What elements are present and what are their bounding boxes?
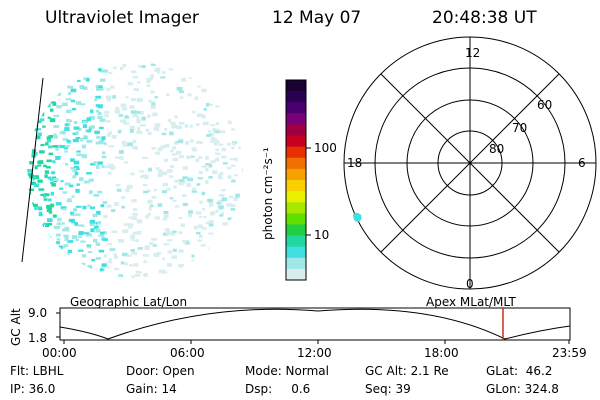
colorbar-swatch [286, 113, 306, 125]
colorbar [286, 80, 306, 281]
status-glat: GLat: 46.2 [486, 364, 553, 378]
colorbar-swatch [286, 224, 306, 237]
colorbar-swatch [286, 135, 306, 148]
status-mode: Mode: Normal [245, 364, 329, 378]
polar-dial [343, 36, 597, 290]
polar-label-6: 6 [578, 156, 586, 170]
colorbar-tick-100: 100 [314, 141, 337, 155]
colorbar-swatch [286, 191, 306, 203]
plot-right-label: Apex MLat/MLT [426, 295, 516, 309]
status-glon: GLon: 324.8 [486, 382, 559, 396]
colorbar-swatch [286, 146, 306, 159]
colorbar-unit-label: photon cm⁻²s⁻¹ [261, 147, 275, 240]
status-ip: IP: 36.0 [10, 382, 56, 396]
plot-y-tick-9: 9.0 [28, 306, 48, 320]
colorbar-swatch [286, 124, 306, 137]
status-gain: Gain: 14 [126, 382, 177, 396]
status-dsp: Dsp: 0.6 [245, 382, 311, 396]
x-tick-1800: 18:00 [424, 346, 459, 360]
polar-lat-70: 70 [512, 121, 528, 135]
x-tick-1200: 12:00 [297, 346, 332, 360]
colorbar-swatch [286, 91, 306, 103]
colorbar-swatch [286, 257, 306, 270]
colorbar-tick-10: 10 [314, 228, 330, 242]
plot-y-tick-1-8: 1.8 [28, 331, 48, 345]
status-seq: Seq: 39 [365, 382, 411, 396]
time-label: 20:48:38 UT [432, 8, 537, 28]
date-label: 12 May 07 [272, 8, 362, 28]
polar-spot [353, 212, 362, 222]
polar-lat-60: 60 [537, 98, 553, 112]
status-flt: Flt: LBHL [10, 364, 64, 378]
colorbar-swatch [286, 235, 306, 248]
colorbar-swatch [286, 102, 306, 114]
polar-label-18: 18 [347, 156, 363, 170]
polar-label-0: 0 [466, 277, 474, 291]
x-tick-0600: 06:00 [170, 346, 205, 360]
terminator-line [21, 77, 44, 263]
colorbar-swatch [286, 157, 306, 170]
x-tick-2359: 23:59 [552, 346, 587, 360]
polar-label-12: 12 [465, 46, 481, 60]
plot-y-title: GC Alt [9, 308, 23, 346]
colorbar-swatch [286, 213, 306, 225]
colorbar-swatch [286, 202, 306, 214]
plot-left-label: Geographic Lat/Lon [70, 295, 188, 309]
status-gcalt: GC Alt: 2.1 Re [365, 364, 449, 378]
status-door: Door: Open [126, 364, 195, 378]
uv-image [21, 62, 243, 278]
x-tick-0000: 00:00 [42, 346, 77, 360]
colorbar-swatch [286, 180, 306, 192]
page-title: Ultraviolet Imager [45, 8, 199, 28]
polar-lat-80: 80 [489, 142, 505, 156]
colorbar-swatch [286, 168, 306, 181]
colorbar-swatch [286, 80, 306, 92]
colorbar-swatch [286, 246, 306, 259]
colorbar-swatch [286, 268, 306, 281]
altitude-plot [56, 307, 571, 344]
